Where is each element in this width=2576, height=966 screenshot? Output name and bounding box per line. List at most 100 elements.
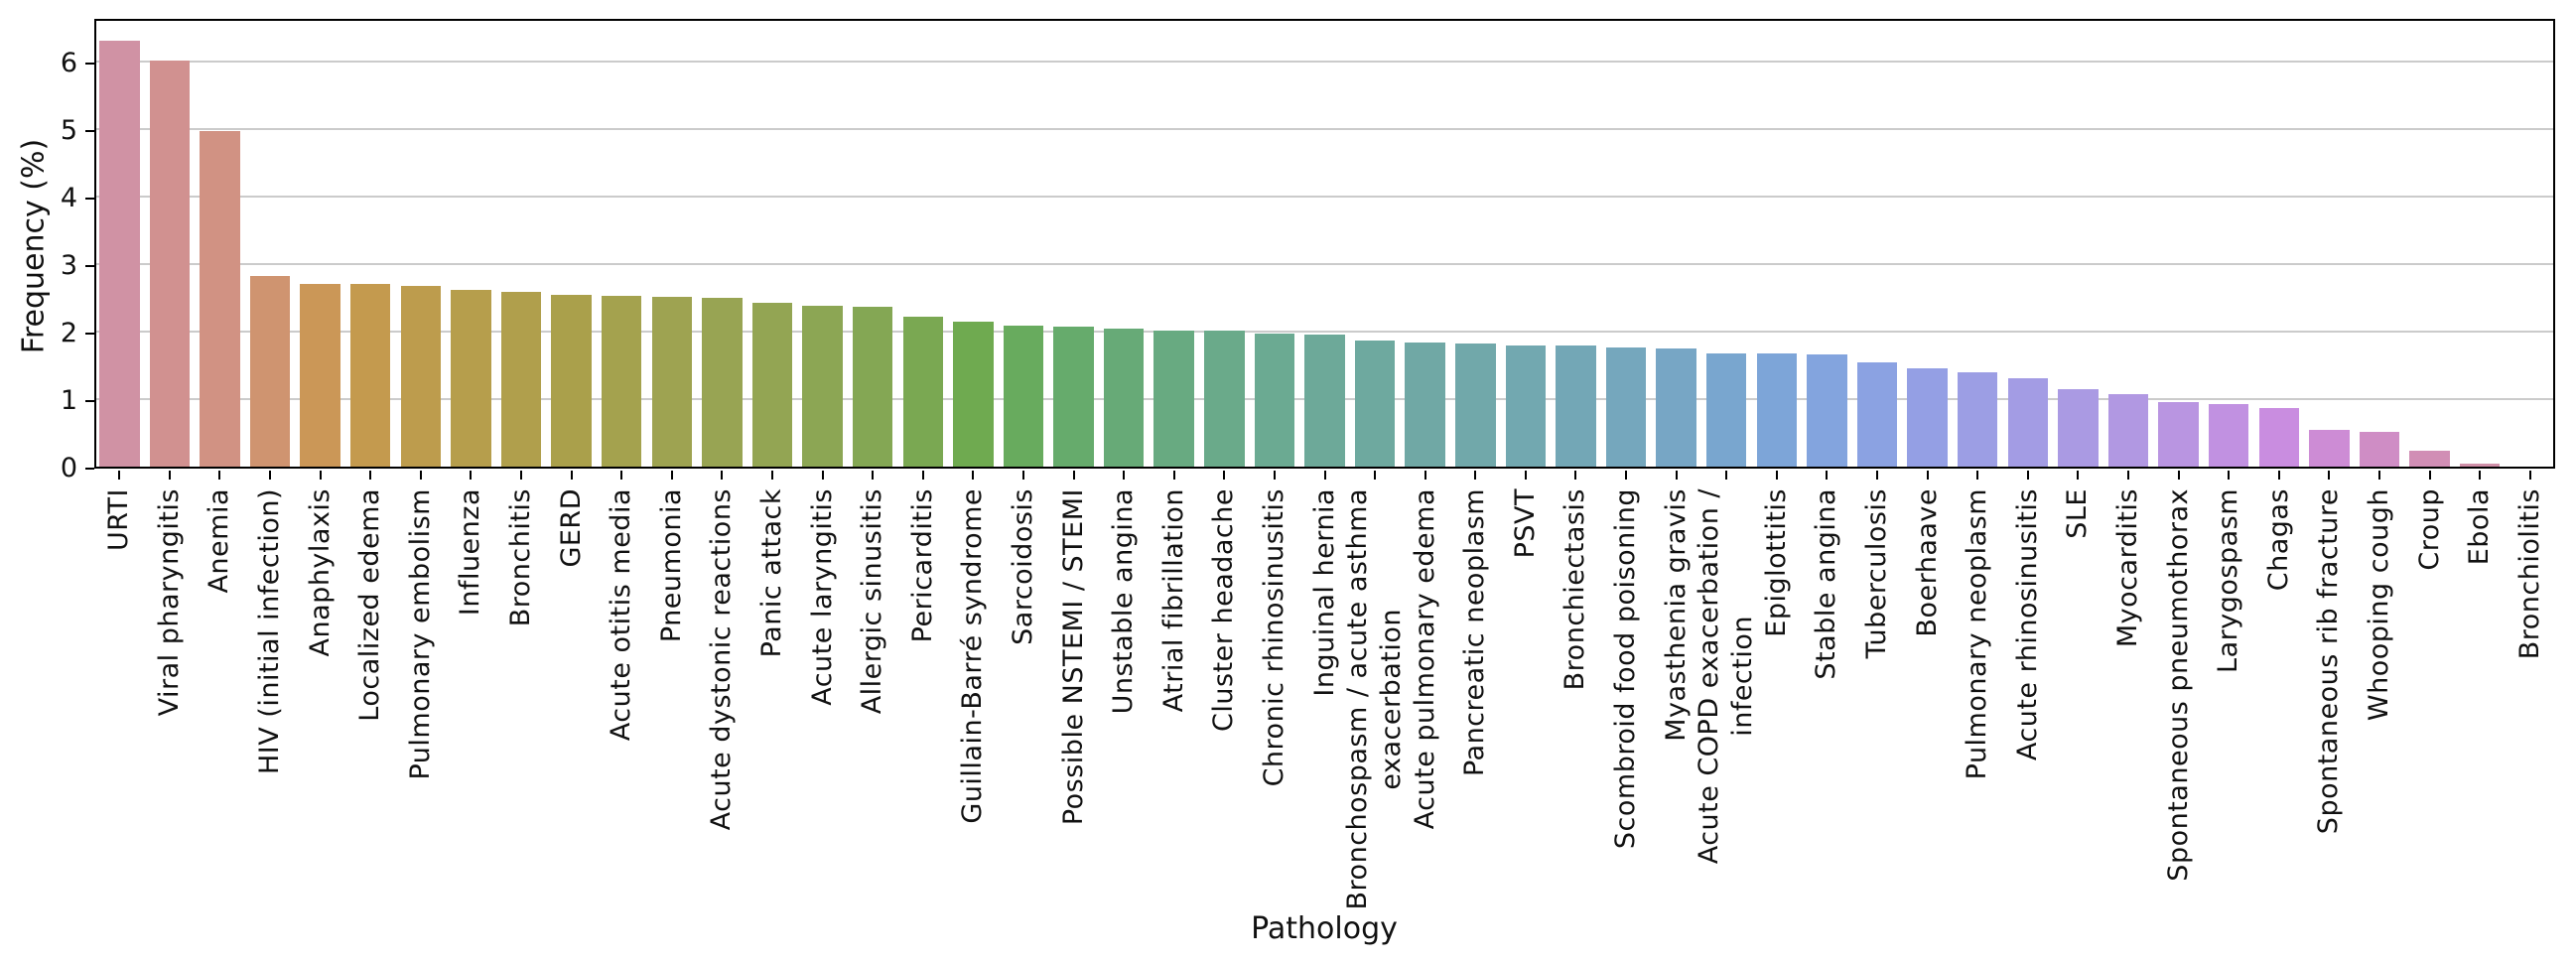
bar [2359,431,2400,467]
bar [350,284,391,467]
bar [601,295,642,467]
x-tick-label-line: Atrial fibrillation [1157,488,1189,713]
x-tick [2428,471,2431,480]
x-tick-label: Chagas [2262,488,2296,591]
bar [852,306,893,467]
x-tick [570,471,573,480]
bar [702,297,743,467]
x-tick-label: Scombroid food poisoning [1609,488,1643,849]
bar [1656,347,1696,467]
x-tick-label-line: Pulmonary neoplasm [1962,488,1993,780]
x-tick [670,471,673,480]
bar [1907,367,1948,467]
x-tick-label: Acute laryngitis [806,488,840,706]
x-tick-label-line: PSVT [1509,488,1541,559]
bar [2409,450,2450,467]
x-tick-label: Ebola [2463,488,2497,565]
x-tick [2377,471,2380,480]
bar [551,295,592,467]
x-tick [118,471,121,480]
x-tick-label: SLE [2061,488,2095,539]
x-tick-label: HIV (initial infection) [253,488,287,774]
bar [500,292,542,467]
y-tick-label: 1 [60,384,77,416]
x-tick-label-line: Whooping cough [2363,488,2394,722]
y-tick-label: 6 [60,47,77,78]
bar [149,60,191,467]
x-tick-label: Boerhaave [1911,488,1945,637]
bar [1455,343,1496,467]
x-tick-label-line: GERD [555,488,587,568]
x-tick-label: Cluster headache [1207,488,1241,732]
x-tick [1625,471,1628,480]
y-tick [85,264,94,267]
x-tick-label: Possible NSTEMI / STEMI [1057,488,1091,825]
x-tick [1323,471,1326,480]
x-tick [1072,471,1075,480]
y-tick [85,129,94,132]
x-tick [1424,471,1426,480]
x-tick-label: Bronchiectasis [1559,488,1592,690]
x-tick-label: Unstable angina [1107,488,1141,714]
x-tick [419,471,422,480]
x-tick [821,471,824,480]
x-tick [2126,471,2129,480]
x-tick-label-line: Viral pharyngitis [153,488,185,717]
bar [1756,353,1798,467]
x-tick-label: Spontaneous pneumothorax [2162,488,2196,882]
x-tick [1826,471,1829,480]
x-tick-label: Epiglottitis [1760,488,1794,637]
x-tick-label: Localized edema [353,488,387,722]
x-tick-label-line: Larygospasm [2213,488,2244,673]
bar [99,41,140,467]
bar [1856,361,1898,467]
x-tick-label-line: Myocarditis [2111,488,2143,648]
x-tick-label-line: HIV (initial infection) [254,488,286,775]
x-tick [168,471,171,480]
bar [953,322,994,467]
x-tick-label: Pancreatic neoplasm [1458,488,1492,776]
bar [2208,403,2249,467]
x-tick-label-line: Acute rhinosinusitis [2011,488,2043,761]
x-tick-label: Myasthenia gravis [1660,488,1694,742]
bar [1204,331,1245,467]
bar [1354,341,1396,467]
x-tick-label: Larygospasm [2212,488,2245,673]
x-tick [1725,471,1728,480]
x-tick-label-line: Pericarditis [906,488,938,643]
x-tick [369,471,372,480]
gridline [96,60,2553,63]
y-tick [85,468,94,470]
x-tick [921,471,924,480]
x-tick [2328,471,2331,480]
x-tick-label: Anaphylaxis [304,488,338,656]
x-tick-label: Acute COPD exacerbation / infection [1693,488,1760,864]
x-tick-label: Sarcoidosis [1007,488,1040,645]
x-tick-label-line: Acute COPD exacerbation / [1694,488,1725,865]
x-tick [872,471,875,480]
x-tick-label-line: Boerhaave [1911,488,1943,637]
bar [802,306,843,467]
bar [300,283,340,467]
y-tick [85,332,94,335]
x-tick-label-line: Acute laryngitis [806,488,838,706]
y-tick-label: 2 [60,317,77,348]
bar [2158,401,2199,467]
x-tick [2177,471,2180,480]
x-tick [1574,471,1577,480]
x-tick-label-line: Croup [2413,488,2445,571]
x-tick-label-line: infection [1727,616,1759,738]
x-tick [2026,471,2029,480]
x-tick [2277,471,2280,480]
x-tick-label: Tuberculosis [1860,488,1894,658]
plot-area [94,19,2555,469]
x-tick-label-line: Pulmonary embolism [404,488,436,780]
x-tick-label: Anemia [203,488,236,594]
y-tick-label: 0 [60,453,77,483]
x-tick-label: Acute pulmonary edema [1409,488,1442,829]
x-tick-label-line: URTI [103,488,135,552]
x-tick-label-line: Pancreatic neoplasm [1459,488,1491,777]
x-tick-label: Bronchospasm / acute asthma exacerbation [1341,488,1409,909]
x-tick [269,471,272,480]
